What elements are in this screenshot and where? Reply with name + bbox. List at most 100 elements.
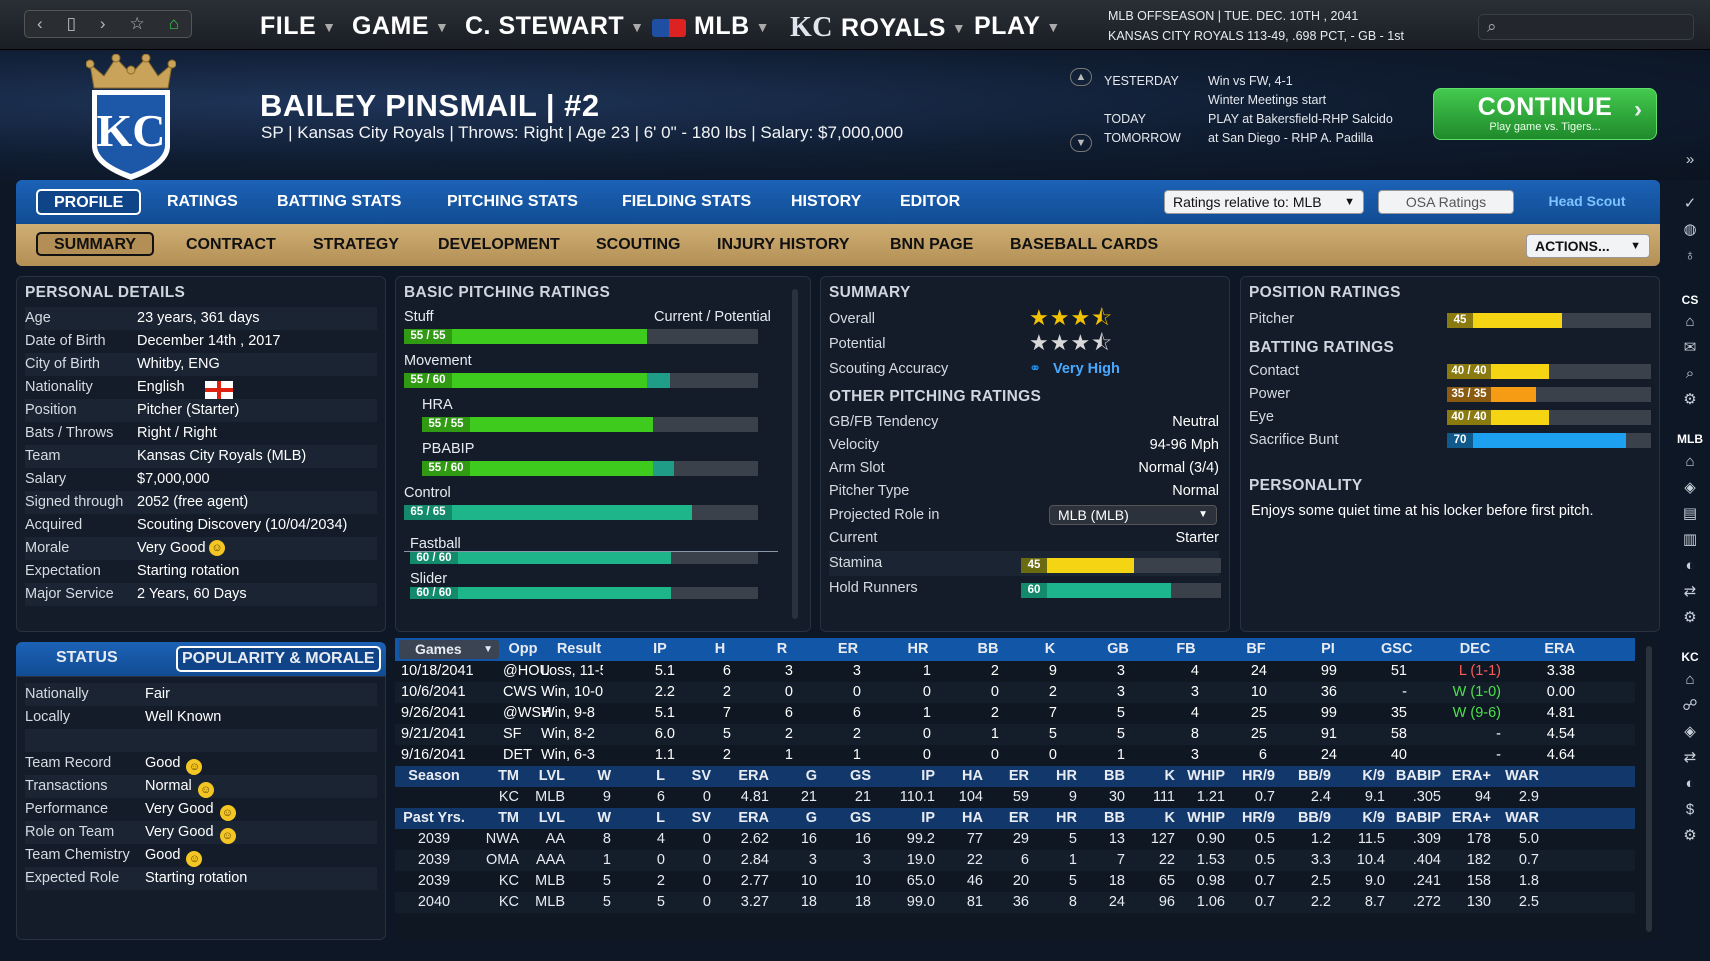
column-header[interactable]: SV	[691, 810, 711, 826]
column-header[interactable]: Opp	[508, 641, 538, 657]
tab-status[interactable]: STATUS	[56, 649, 118, 666]
stats-row[interactable]: 2039 NWA AA 8 4 0 2.62 16 16 99.2 77 29 5 13 127 0.90 0.…	[395, 829, 1635, 850]
column-header[interactable]: ER	[837, 641, 859, 657]
tab-bnn-page[interactable]: BNN PAGE	[890, 236, 974, 253]
column-header[interactable]: HA	[962, 768, 983, 784]
tab-batting-stats[interactable]: BATTING STATS	[277, 193, 402, 210]
page-icon[interactable]: ▯	[66, 14, 76, 33]
stats-row[interactable]: 2039 OMA AAA 1 0 0 2.84 3 3 19.0 22 6 1 7 22 1.53 0.5 3.3…	[395, 850, 1635, 871]
column-header[interactable]: K/9	[1362, 768, 1385, 784]
column-header[interactable]: HR	[1056, 768, 1077, 784]
column-header[interactable]: DEC	[1459, 641, 1491, 657]
pitching-scrollbar[interactable]	[792, 289, 798, 619]
mail-icon[interactable]: ✉	[1683, 339, 1697, 356]
column-header[interactable]: K	[1164, 768, 1175, 784]
dollar-icon[interactable]: $	[1685, 801, 1695, 818]
column-header[interactable]: ERA	[1544, 641, 1575, 657]
tab-editor[interactable]: EDITOR	[900, 193, 961, 210]
column-header[interactable]: BB/9	[1297, 768, 1331, 784]
schedule-up-icon[interactable]: ▲	[1070, 68, 1092, 86]
diamond-icon[interactable]: ◈	[1684, 723, 1696, 740]
column-header[interactable]: ERA+	[1451, 810, 1491, 826]
column-header[interactable]: Season	[408, 768, 460, 784]
continue-button[interactable]: CONTINUE Play game vs. Tigers... ›	[1433, 88, 1657, 140]
chart-icon[interactable]: ▥	[1682, 531, 1698, 548]
actions-dropdown[interactable]: ACTIONS... ▼	[1526, 234, 1650, 258]
search-input[interactable]: ⌕	[1478, 14, 1694, 40]
column-header[interactable]: BB/9	[1297, 810, 1331, 826]
column-header[interactable]: IP	[921, 768, 935, 784]
tab-popularity-morale[interactable]: POPULARITY & MORALE	[176, 646, 381, 672]
column-header[interactable]: SV	[691, 768, 711, 784]
check-icon[interactable]: ✓	[1683, 195, 1697, 212]
column-header[interactable]: BB	[977, 641, 999, 657]
column-header[interactable]: FB	[1176, 641, 1196, 657]
game-log-row[interactable]: 9/16/2041 DET Win, 6-3 1.1 2 1 1 0 0 0 1 3 6 24 40 - 4.6…	[395, 745, 1635, 766]
home-icon[interactable]: ⌂	[168, 14, 180, 33]
column-header[interactable]: Past Yrs.	[403, 810, 465, 826]
menu-game[interactable]: GAME ▼	[352, 12, 449, 41]
tab-development[interactable]: DEVELOPMENT	[438, 236, 560, 253]
ratings-relative-select[interactable]: Ratings relative to: MLB ▼	[1164, 190, 1364, 214]
tab-scouting[interactable]: SCOUTING	[596, 236, 681, 253]
tab-strategy[interactable]: STRATEGY	[313, 236, 399, 253]
column-header[interactable]: L	[656, 768, 665, 784]
schedule-down-icon[interactable]: ▼	[1070, 134, 1092, 152]
search-icon[interactable]: ⌕	[1685, 365, 1695, 382]
gear-icon[interactable]: ⚙	[1683, 391, 1697, 408]
players-icon[interactable]: ☍	[1682, 697, 1698, 714]
column-header[interactable]: K/9	[1362, 810, 1385, 826]
stats-row[interactable]: KC MLB 9 6 0 4.81 21 21 110.1 104 59 9 30 111 1.21 0.7 2…	[395, 787, 1635, 808]
home-icon[interactable]: ⌂	[1685, 671, 1695, 688]
column-header[interactable]: TM	[498, 768, 519, 784]
gear-icon[interactable]: ⚙	[1683, 827, 1697, 844]
column-header[interactable]: R	[776, 641, 788, 657]
column-header[interactable]: W	[597, 768, 611, 784]
column-header[interactable]: L	[656, 810, 665, 826]
column-header[interactable]: ER	[1008, 810, 1029, 826]
tab-fielding-stats[interactable]: FIELDING STATS	[622, 193, 752, 210]
column-header[interactable]: GSC	[1381, 641, 1413, 657]
game-log-row[interactable]: 10/6/2041 CWS Win, 10-0 2.2 2 0 0 0 0 2 3 3 10 36 - W (…	[395, 682, 1635, 703]
column-header[interactable]: WAR	[1505, 810, 1539, 826]
globe-icon[interactable]: ◍	[1683, 221, 1697, 238]
column-header[interactable]: BF	[1246, 641, 1266, 657]
column-header[interactable]: ERA	[738, 768, 769, 784]
menu-league[interactable]: MLB ▼	[652, 12, 770, 41]
bookmark-star-icon[interactable]: ☆	[129, 14, 145, 33]
column-header[interactable]: LVL	[538, 810, 565, 826]
column-header[interactable]: WHIP	[1187, 768, 1225, 784]
transfer-icon[interactable]: ⇄	[1683, 749, 1697, 766]
transfer-icon[interactable]: ⇄	[1683, 583, 1697, 600]
home-icon[interactable]: ⌂	[1685, 453, 1695, 470]
column-header[interactable]: BB	[1104, 810, 1125, 826]
column-header[interactable]: BABIP	[1395, 810, 1441, 826]
column-header[interactable]: W	[597, 810, 611, 826]
baseball-icon[interactable]: ◐	[1685, 775, 1695, 792]
column-header[interactable]: G	[805, 768, 817, 784]
gear-icon[interactable]: ⚙	[1683, 609, 1697, 626]
column-header[interactable]: WAR	[1505, 768, 1539, 784]
stats-row[interactable]: 2039 KC MLB 5 2 0 2.77 10 10 65.0 46 20 5 18 65 0.98 0.7…	[395, 871, 1635, 892]
column-header[interactable]: K	[1164, 810, 1175, 826]
column-header[interactable]: Result	[556, 641, 602, 657]
column-header[interactable]: GS	[850, 768, 871, 784]
column-header[interactable]: IP	[653, 641, 667, 657]
column-header[interactable]: WHIP	[1187, 810, 1225, 826]
tab-pitching-stats[interactable]: PITCHING STATS	[447, 193, 578, 210]
column-header[interactable]: H	[714, 641, 726, 657]
forward-icon[interactable]: ›	[99, 14, 106, 33]
diamond-icon[interactable]: ◈	[1684, 479, 1696, 496]
column-header[interactable]: HA	[962, 810, 983, 826]
tab-history[interactable]: HISTORY	[791, 193, 862, 210]
column-header[interactable]: HR	[907, 641, 929, 657]
tab-summary[interactable]: SUMMARY	[36, 232, 155, 256]
osa-ratings-button[interactable]: OSA Ratings	[1378, 190, 1514, 214]
column-header[interactable]: HR/9	[1241, 768, 1275, 784]
column-header[interactable]: BB	[1104, 768, 1125, 784]
tab-profile[interactable]: PROFILE	[36, 189, 142, 215]
column-header[interactable]: TM	[498, 810, 519, 826]
game-log-row[interactable]: 9/21/2041 SF Win, 8-2 6.0 5 2 2 0 1 5 5 8 25 91 58-4.5…	[395, 724, 1635, 745]
menu-play[interactable]: PLAY ▼	[974, 12, 1061, 41]
menu-team[interactable]: KC ROYALS ▼	[790, 12, 966, 44]
